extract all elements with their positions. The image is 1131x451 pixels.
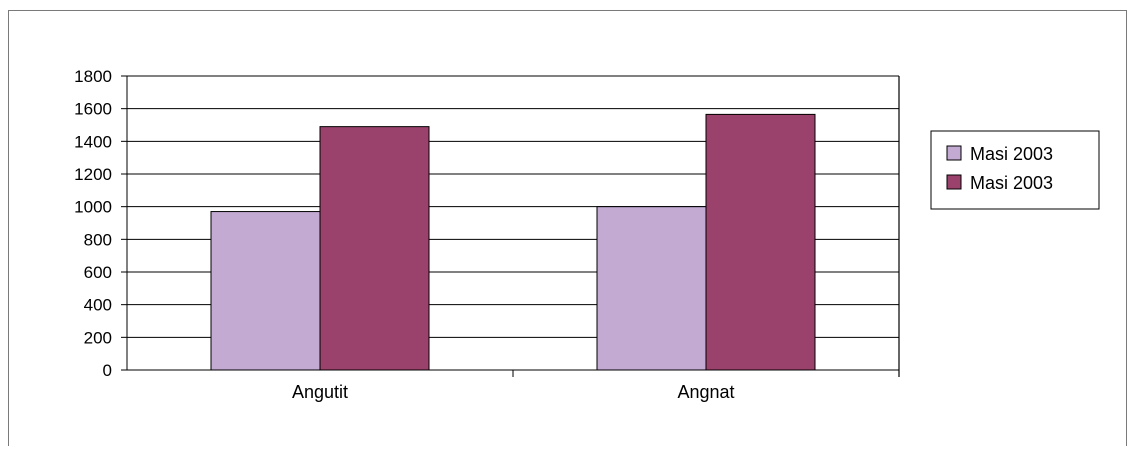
legend: Masi 2003 Masi 2003: [930, 130, 1100, 210]
y-tick-label: 1000: [74, 198, 112, 217]
bar: [596, 206, 707, 371]
y-tick-label: 1200: [74, 165, 112, 184]
y-tick-label: 0: [103, 361, 112, 380]
bars: [210, 113, 816, 371]
y-tick-label: 400: [84, 296, 112, 315]
legend-swatch: [946, 145, 962, 161]
y-tick-label: 1800: [74, 67, 112, 86]
x-category-label: Angutit: [292, 382, 348, 402]
legend-label: Masi 2003: [970, 173, 1053, 193]
y-tick-label: 1600: [74, 100, 112, 119]
y-tick-label: 200: [84, 328, 112, 347]
y-tick-label: 800: [84, 230, 112, 249]
y-axis-ticks: 0 200 400 600 800 1000 1200 1400 1600 1800: [74, 67, 127, 380]
bar: [210, 211, 321, 371]
chart-frame: [8, 10, 1127, 446]
x-category-label: Angnat: [677, 382, 734, 402]
legend-label: Masi 2003: [970, 144, 1053, 164]
legend-box: [930, 130, 1100, 210]
bar: [319, 126, 430, 371]
axes: [126, 76, 900, 377]
y-tick-label: 1400: [74, 132, 112, 151]
bar: [705, 113, 816, 371]
legend-swatch: [946, 174, 962, 190]
x-axis-labels: Angutit Angnat: [292, 382, 735, 402]
y-tick-label: 600: [84, 263, 112, 282]
